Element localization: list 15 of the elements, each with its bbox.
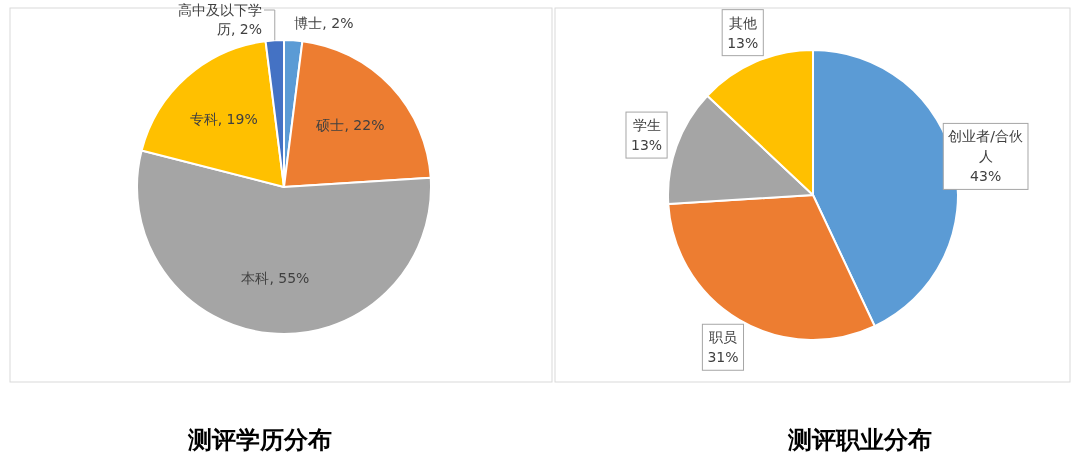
text: 测评学历分布 xyxy=(187,426,332,454)
slice-label: 博士, 2% xyxy=(294,14,354,31)
text: 测评职业分布 xyxy=(787,426,932,454)
slice-label: 职员 xyxy=(708,329,737,346)
slice-label: 其他 xyxy=(728,14,757,31)
slice-label: 本科, 55% xyxy=(241,269,310,286)
data-label: 13% xyxy=(727,34,759,51)
data-label: 31% xyxy=(707,349,739,366)
slice-label: 高中及以下学历, 2% xyxy=(178,2,262,37)
data-label: 13% xyxy=(631,137,663,154)
slice-label: 硕士, 22% xyxy=(315,116,385,133)
slice-label: 专科, 19% xyxy=(189,110,258,127)
data-label: 43% xyxy=(970,168,1002,185)
slice-label: 学生 xyxy=(632,117,661,134)
slice-label: 创业者/合伙人 xyxy=(948,128,1023,165)
